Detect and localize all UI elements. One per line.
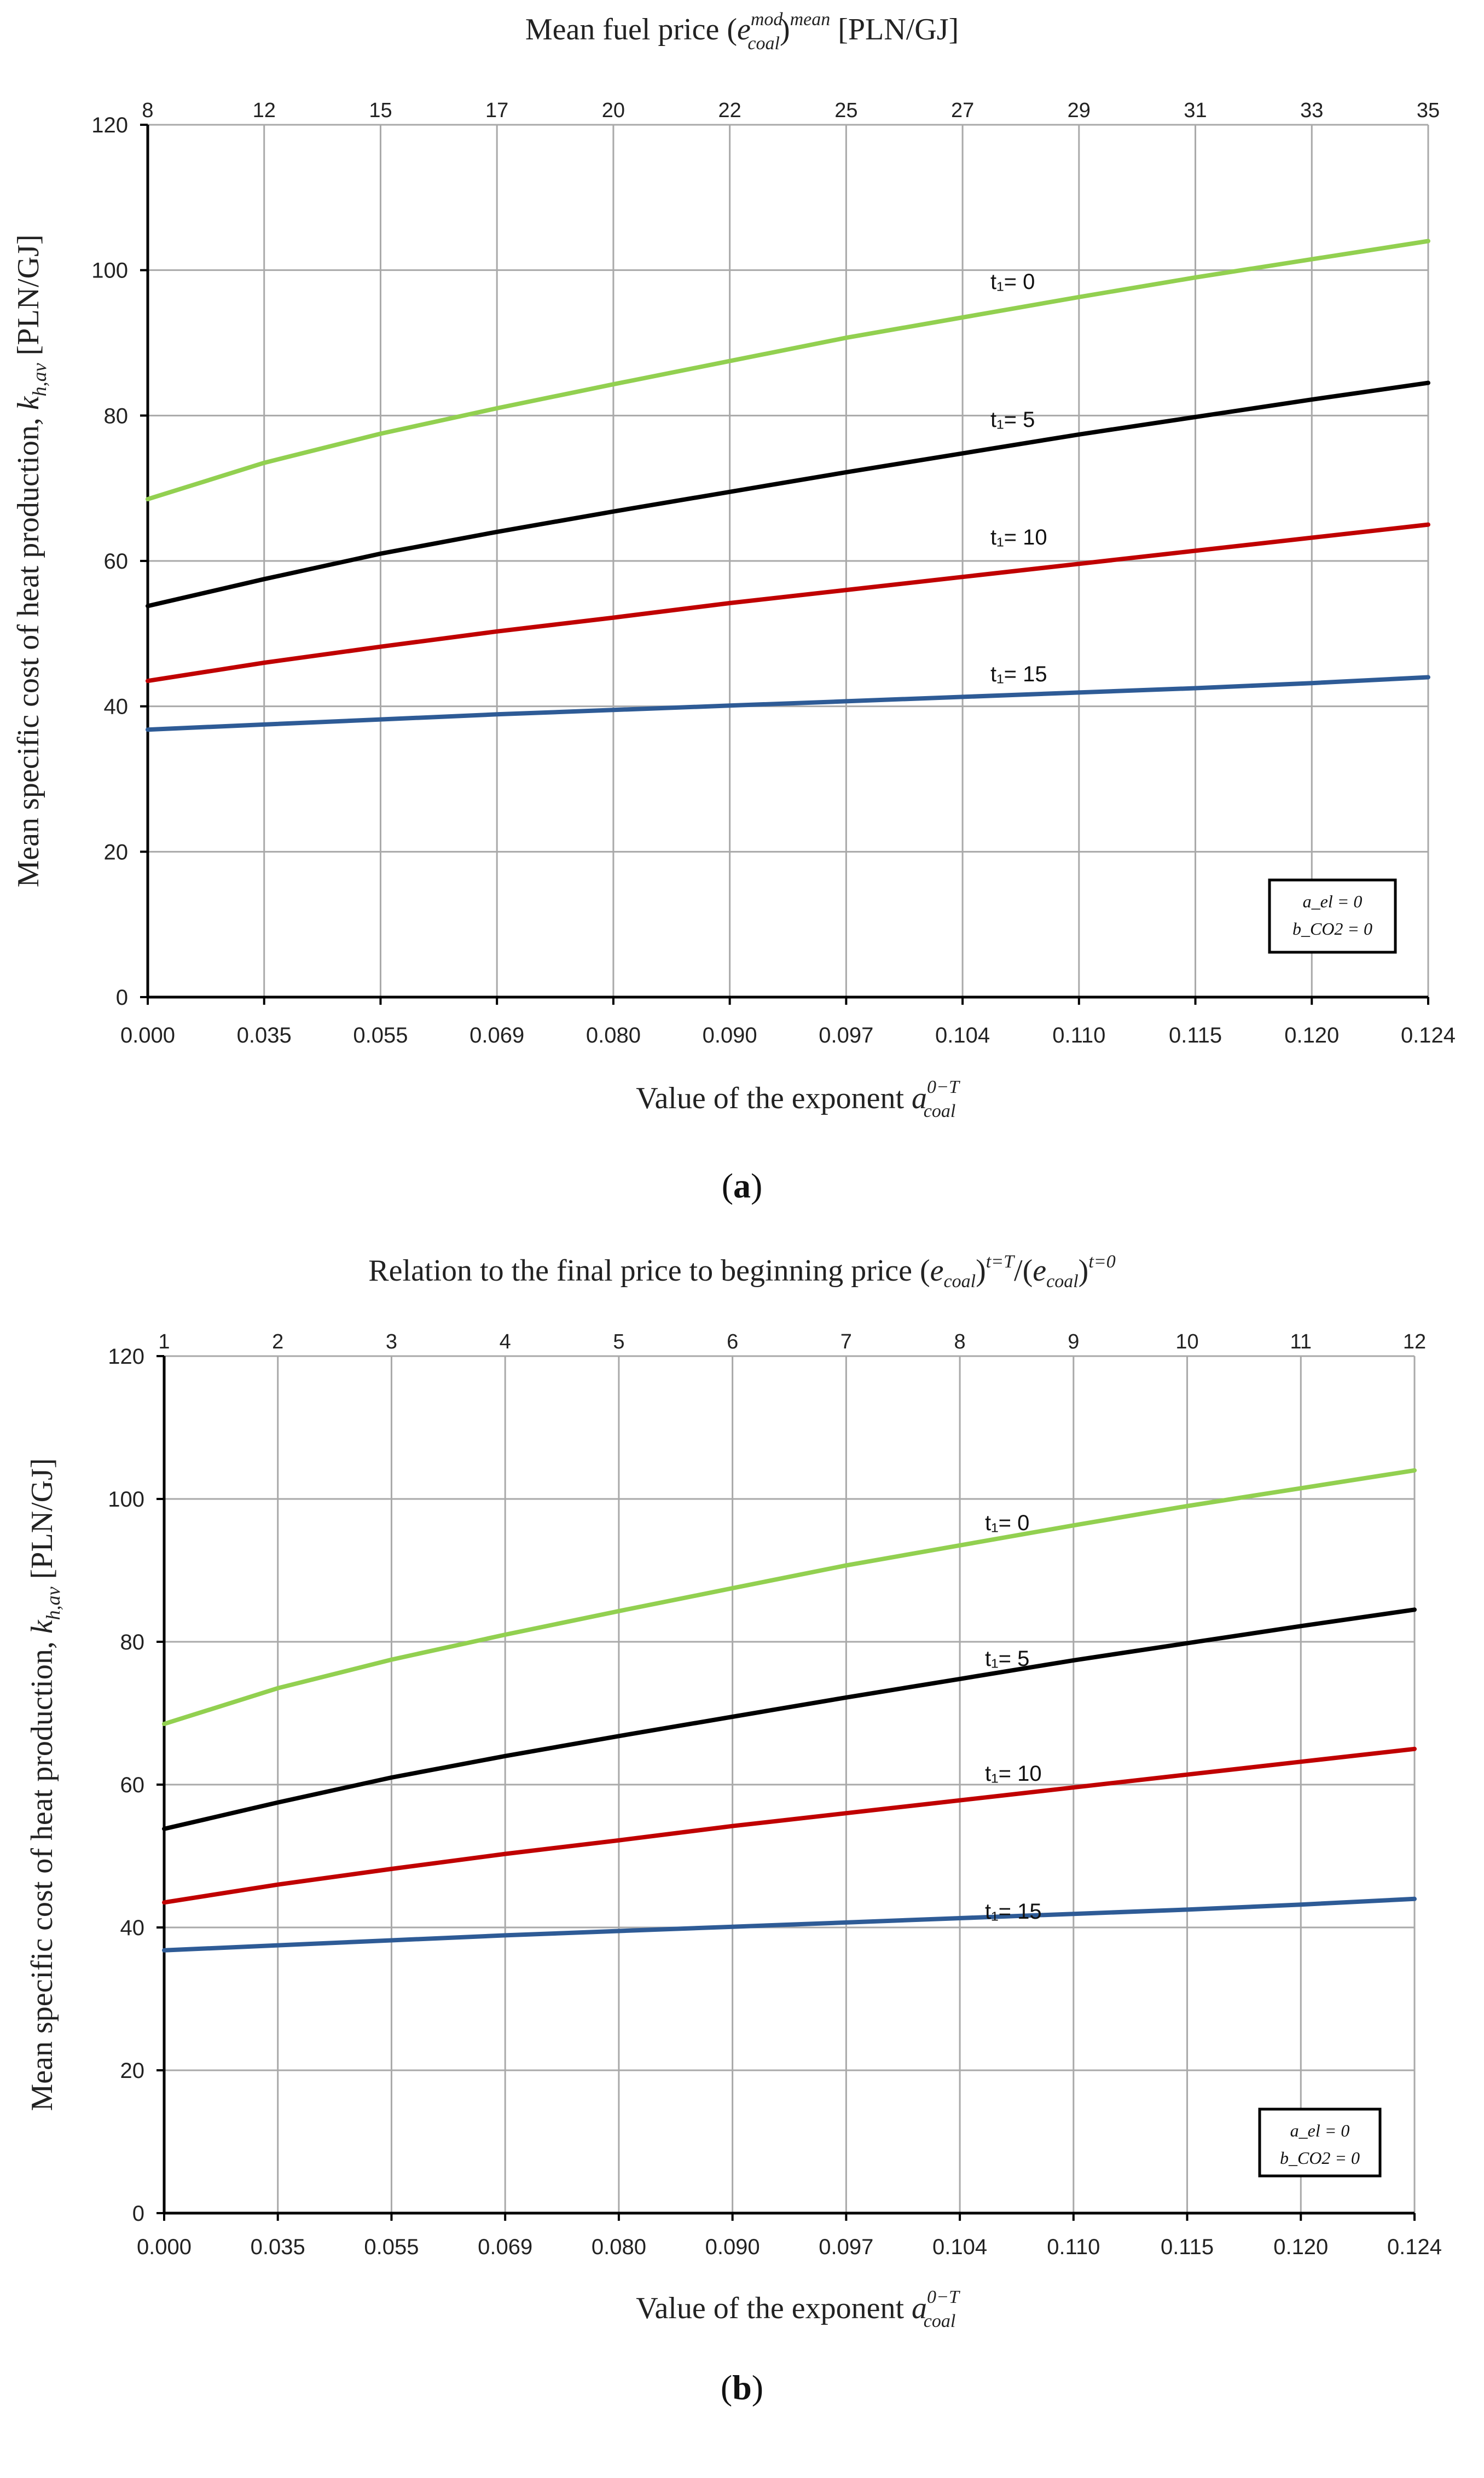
y-tick-label: 0 xyxy=(116,986,128,1010)
legend-text: a_el = 0 xyxy=(1290,2121,1350,2140)
chart-panel-a: 0 20 40 60 80 100 120 0.000 0.035 0.055 0.069 0.080… xyxy=(11,9,1456,1205)
x-tick-label: 0.080 xyxy=(586,1023,641,1047)
series-label: t₁= 10 xyxy=(985,1762,1042,1786)
series-label: t₁= 15 xyxy=(990,662,1047,686)
top-axis-tick-label: 3 xyxy=(386,1330,397,1353)
x-tick-label: 0.110 xyxy=(1047,2235,1100,2259)
series-line-t1-0 xyxy=(146,239,1430,502)
y-tick-label: 60 xyxy=(104,549,129,574)
top-axis-title: Relation to the final price to beginning… xyxy=(368,1252,1115,1292)
series-line-t1-0 xyxy=(162,1468,1417,1727)
top-axis-tick-label: 8 xyxy=(142,99,153,122)
chart-a-svg: 0 20 40 60 80 100 120 0.000 0.035 0.055 0.069 0.080… xyxy=(11,9,1456,1205)
y-axis-title: Mean specific cost of heat production, k… xyxy=(11,234,50,887)
x-tick-label: 0.097 xyxy=(819,1023,873,1047)
x-tick-label: 0.104 xyxy=(935,1023,990,1047)
y-tick-label: 100 xyxy=(91,259,128,283)
top-axis-tick-label: 35 xyxy=(1417,99,1440,122)
series-line-t1-10 xyxy=(162,1746,1417,1905)
top-axis-tick-label: 12 xyxy=(253,99,276,122)
x-tick-label: 0.090 xyxy=(705,2235,760,2259)
series-label: t₁= 0 xyxy=(990,270,1035,294)
top-axis-tick-label: 17 xyxy=(485,99,508,122)
series-line-t1-5 xyxy=(146,380,1430,609)
series-label: t₁= 5 xyxy=(990,408,1035,432)
x-tick-label: 0.104 xyxy=(932,2235,987,2259)
x-tick-label: 0.055 xyxy=(364,2235,419,2259)
top-axis-tick-label: 33 xyxy=(1300,99,1323,122)
x-axis-title: Value of the exponent a0−T coal xyxy=(636,1077,960,1121)
x-axis-title: Value of the exponent a0−T coal xyxy=(636,2287,960,2331)
series-label: t₁= 15 xyxy=(985,1900,1042,1924)
y-tick-label: 100 xyxy=(108,1487,144,1512)
top-axis-tick-label: 22 xyxy=(718,99,741,122)
y-tick-label: 80 xyxy=(120,1630,145,1654)
series-line-t1-10 xyxy=(146,522,1430,684)
series-label: t₁= 0 xyxy=(985,1511,1029,1535)
y-tick-label: 40 xyxy=(120,1916,145,1940)
top-axis-tick-label: 10 xyxy=(1175,1330,1198,1353)
y-tick-label: 20 xyxy=(104,840,129,864)
x-tick-label: 0.110 xyxy=(1052,1023,1105,1047)
y-tick-label: 120 xyxy=(91,113,128,137)
x-tick-label: 0.115 xyxy=(1161,2235,1214,2259)
x-tick-label: 0.090 xyxy=(703,1023,757,1047)
top-axis-tick-label: 15 xyxy=(369,99,392,122)
x-tick-label: 0.115 xyxy=(1169,1023,1222,1047)
top-axis-tick-label: 11 xyxy=(1290,1330,1312,1353)
top-axis-tick-label: 6 xyxy=(727,1330,738,1353)
chart-b-svg: 0 20 40 60 80 100 120 0.000 0.035 0.055 0.069 0.080… xyxy=(25,1252,1442,2407)
x-tick-label: 0.035 xyxy=(237,1023,292,1047)
y-axis-title: Mean specific cost of heat production, k… xyxy=(25,1458,64,2111)
x-tick-label: 0.080 xyxy=(592,2235,646,2259)
top-axis-tick-label: 8 xyxy=(954,1330,966,1353)
chart-panel-b: 0 20 40 60 80 100 120 0.000 0.035 0.055 0.069 0.080… xyxy=(0,1239,1484,2478)
y-tick-label: 40 xyxy=(104,695,129,719)
x-tick-label: 0.000 xyxy=(120,1023,175,1047)
y-tick-label: 20 xyxy=(120,2059,145,2083)
x-tick-label: 0.069 xyxy=(478,2235,532,2259)
x-tick-label: 0.000 xyxy=(137,2235,192,2259)
series-label: t₁= 10 xyxy=(990,525,1047,549)
top-axis-tick-label: 7 xyxy=(840,1330,852,1353)
top-axis-tick-label: 29 xyxy=(1068,99,1091,122)
series-label: t₁= 5 xyxy=(985,1647,1029,1671)
legend-box xyxy=(1268,878,1397,954)
y-tick-label: 0 xyxy=(132,2202,144,2226)
top-axis-tick-label: 9 xyxy=(1068,1330,1079,1353)
x-tick-label: 0.055 xyxy=(353,1023,408,1047)
y-tick-label: 80 xyxy=(104,404,129,428)
top-axis-tick-label: 25 xyxy=(834,99,857,122)
legend-text: a_el = 0 xyxy=(1303,891,1363,911)
x-tick-label: 0.035 xyxy=(251,2235,305,2259)
x-tick-label: 0.120 xyxy=(1284,1023,1339,1047)
x-tick-label: 0.124 xyxy=(1387,2235,1442,2259)
legend-text: b_CO2 = 0 xyxy=(1292,919,1372,939)
series-line-t1-15 xyxy=(162,1896,1417,1953)
x-tick-label: 0.097 xyxy=(819,2235,873,2259)
top-axis-tick-label: 12 xyxy=(1403,1330,1426,1353)
top-axis-tick-label: 5 xyxy=(613,1330,624,1353)
top-axis-tick-label: 1 xyxy=(158,1330,170,1353)
top-axis-tick-label: 27 xyxy=(951,99,974,122)
top-axis-tick-label: 20 xyxy=(602,99,625,122)
series-line-t1-5 xyxy=(162,1607,1417,1831)
panel-caption: (a) xyxy=(722,1166,763,1205)
x-tick-label: 0.120 xyxy=(1273,2235,1328,2259)
top-axis-tick-label: 4 xyxy=(500,1330,511,1353)
top-axis-tick-label: 31 xyxy=(1184,99,1207,122)
top-axis-title: Mean fuel price (emod coal)mean [PLN/GJ] xyxy=(525,9,959,54)
series-line-t1-15 xyxy=(146,675,1430,732)
y-tick-label: 120 xyxy=(108,1345,144,1369)
top-axis-tick-label: 2 xyxy=(272,1330,283,1353)
x-tick-label: 0.124 xyxy=(1401,1023,1456,1047)
legend-box xyxy=(1258,2108,1382,2178)
x-tick-label: 0.069 xyxy=(469,1023,524,1047)
panel-caption: (b) xyxy=(721,2368,763,2407)
y-tick-label: 60 xyxy=(120,1773,145,1797)
legend-text: b_CO2 = 0 xyxy=(1280,2148,1360,2168)
